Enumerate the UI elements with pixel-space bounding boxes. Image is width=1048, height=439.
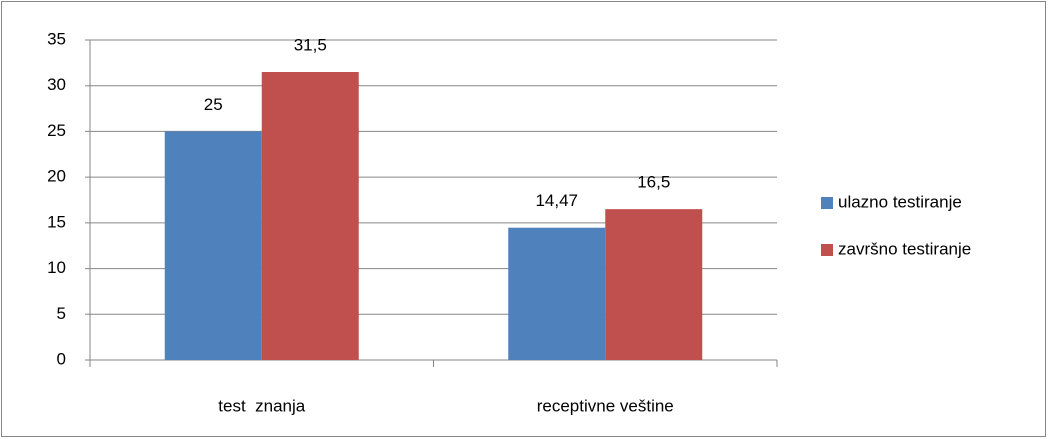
- data-label: 14,47: [535, 191, 578, 210]
- x-tick-label: test znanja: [218, 396, 305, 415]
- bar: [164, 131, 262, 360]
- legend-label: završno testiranje: [838, 239, 971, 258]
- y-tick-label: 15: [47, 212, 66, 231]
- data-label: 16,5: [637, 173, 670, 192]
- y-tick-label: 10: [47, 258, 66, 277]
- bar: [605, 209, 703, 360]
- legend-label: ulazno testiranje: [838, 192, 962, 211]
- legend-swatch: [821, 197, 833, 209]
- legend-swatch: [821, 244, 833, 256]
- x-tick-label: receptivne veštine: [537, 396, 674, 415]
- data-label: 31,5: [294, 35, 327, 54]
- y-tick-label: 5: [57, 304, 66, 323]
- y-tick-label: 20: [47, 167, 66, 186]
- y-tick-label: 25: [47, 121, 66, 140]
- y-tick-label: 35: [47, 29, 66, 48]
- y-tick-label: 30: [47, 75, 66, 94]
- data-label: 25: [204, 95, 223, 114]
- bar: [261, 72, 359, 360]
- y-tick-label: 0: [57, 349, 66, 368]
- bar: [508, 227, 606, 360]
